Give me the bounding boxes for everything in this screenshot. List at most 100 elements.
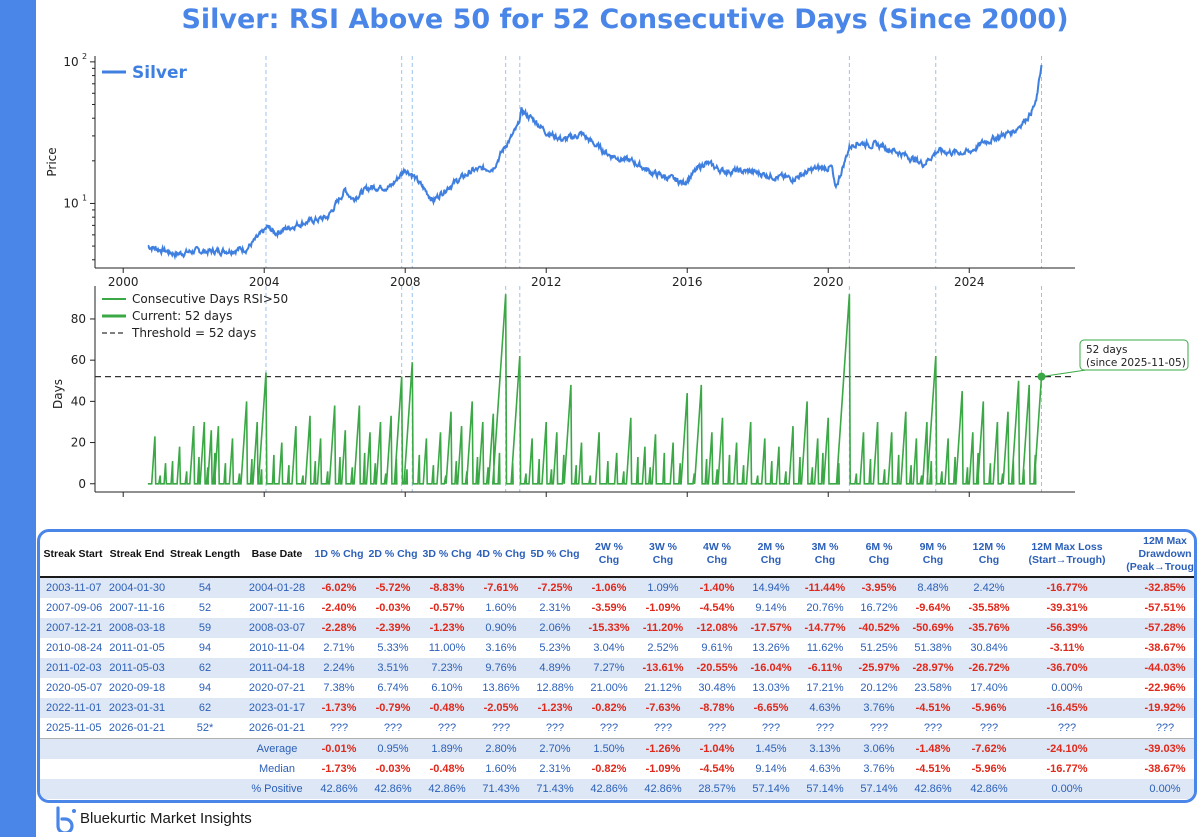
summary-cell: -0.03% bbox=[366, 759, 420, 779]
table-cell: 3.04% bbox=[582, 638, 636, 658]
table-cell: 3.16% bbox=[474, 638, 528, 658]
price-x-tick-label: 2004 bbox=[249, 275, 280, 289]
summary-cell: 42.86% bbox=[636, 779, 690, 799]
table-cell: -5.96% bbox=[960, 698, 1018, 718]
price-y-tick-exponent: 1 bbox=[82, 193, 87, 202]
table-cell: 2007-11-16 bbox=[242, 598, 312, 618]
rsi-y-label: Days bbox=[51, 379, 65, 409]
summary-cell: -0.82% bbox=[582, 759, 636, 779]
rsi-x-tick-label: 2012 bbox=[531, 499, 562, 500]
table-cell: 2.06% bbox=[528, 618, 582, 638]
table-cell: 30.84% bbox=[960, 638, 1018, 658]
table-cell: 2025-11-05 bbox=[40, 718, 106, 739]
empty-cell bbox=[106, 759, 168, 779]
summary-cell: 3.06% bbox=[852, 738, 906, 759]
price-x-tick-label: 2024 bbox=[954, 275, 985, 289]
table-cell: 62 bbox=[168, 698, 242, 718]
legend-silver-label: Silver bbox=[132, 63, 188, 83]
summary-cell: -1.09% bbox=[636, 759, 690, 779]
table-cell: 4.89% bbox=[528, 658, 582, 678]
table-cell: 21.12% bbox=[636, 678, 690, 698]
table-cell: -0.03% bbox=[366, 598, 420, 618]
accent-edge bbox=[36, 0, 40, 837]
column-header: 5D % Chg bbox=[530, 547, 580, 560]
summary-cell: 9.14% bbox=[744, 759, 798, 779]
table-cell: -4.54% bbox=[690, 598, 744, 618]
table-cell: 2026-01-21 bbox=[242, 718, 312, 739]
table-cell: -2.05% bbox=[474, 698, 528, 718]
empty-cell bbox=[168, 738, 242, 759]
table-cell: 17.21% bbox=[798, 678, 852, 698]
table-cell: 2023-01-17 bbox=[242, 698, 312, 718]
table-cell: -14.77% bbox=[798, 618, 852, 638]
table-cell: -2.28% bbox=[312, 618, 366, 638]
summary-cell: 42.86% bbox=[960, 779, 1018, 799]
table-row: 2010-08-24 2011-01-05 94 2010-11-04 2.71% 5.3… bbox=[40, 638, 1194, 658]
table-cell: 59 bbox=[168, 618, 242, 638]
summary-cell: 1.60% bbox=[474, 759, 528, 779]
summary-label: Median bbox=[242, 759, 312, 779]
table-cell: ??? bbox=[798, 718, 852, 739]
table-cell: -38.67% bbox=[1116, 638, 1194, 658]
price-y-ticks: 10 1 10 2 bbox=[63, 52, 95, 261]
price-y-tick-exponent: 2 bbox=[82, 52, 87, 61]
table-cell: 12.88% bbox=[528, 678, 582, 698]
table-cell: -8.78% bbox=[690, 698, 744, 718]
summary-cell: 2.70% bbox=[528, 738, 582, 759]
table-cell: 21.00% bbox=[582, 678, 636, 698]
table-cell: 7.27% bbox=[582, 658, 636, 678]
empty-cell bbox=[40, 759, 106, 779]
table-cell: 2007-11-16 bbox=[106, 598, 168, 618]
consecutive-days-line bbox=[147, 294, 1043, 485]
table-cell: -7.25% bbox=[528, 576, 582, 598]
empty-cell bbox=[168, 779, 242, 799]
empty-cell bbox=[40, 779, 106, 799]
table-cell: ??? bbox=[312, 718, 366, 739]
streak-table: Streak Start Streak End Streak Length Base … bbox=[40, 532, 1194, 799]
table-cell: 2.42% bbox=[960, 576, 1018, 598]
price-y-tick-label: 10 bbox=[63, 55, 78, 69]
summary-cell: 4.63% bbox=[798, 759, 852, 779]
column-header: 1D % Chg bbox=[314, 547, 364, 560]
summary-cell: -0.01% bbox=[312, 738, 366, 759]
summary-cell: -16.77% bbox=[1018, 759, 1116, 779]
table-cell: -1.23% bbox=[420, 618, 474, 638]
summary-cell: 42.86% bbox=[420, 779, 474, 799]
rsi-x-ticks: 2000 2004 2008 2012 2016 2020 2024 bbox=[108, 492, 985, 500]
table-cell: -3.95% bbox=[852, 576, 906, 598]
table-row: 2025-11-05 2026-01-21 52* 2026-01-21???????… bbox=[40, 718, 1194, 739]
table-cell: 13.26% bbox=[744, 638, 798, 658]
column-header: 4W % Chg bbox=[702, 541, 731, 566]
table-cell: 2022-11-01 bbox=[40, 698, 106, 718]
table-cell: 94 bbox=[168, 638, 242, 658]
summary-cell: -1.73% bbox=[312, 759, 366, 779]
page-title: Silver: RSI Above 50 for 52 Consecutive … bbox=[181, 4, 1069, 35]
column-header: 2M % Chg bbox=[757, 541, 785, 566]
empty-cell bbox=[106, 738, 168, 759]
summary-cell: -0.48% bbox=[420, 759, 474, 779]
table-row: 2003-11-07 2004-01-30 54 2004-01-28 -6.02% -5… bbox=[40, 576, 1194, 598]
table-cell: ??? bbox=[474, 718, 528, 739]
table-cell: 16.72% bbox=[852, 598, 906, 618]
annotation-connector bbox=[1041, 369, 1087, 378]
summary-row: Median -1.73% -0.03% -0.48% 1.60% 2.31% -0.82%… bbox=[40, 759, 1194, 779]
table-cell: ??? bbox=[582, 718, 636, 739]
table-cell: -2.39% bbox=[366, 618, 420, 638]
table-cell: -50.69% bbox=[906, 618, 960, 638]
table-cell: 3.51% bbox=[366, 658, 420, 678]
column-header: 12M % Chg bbox=[972, 541, 1006, 566]
summary-cell: 57.14% bbox=[744, 779, 798, 799]
summary-cell: 3.76% bbox=[852, 759, 906, 779]
table-cell: -35.58% bbox=[960, 598, 1018, 618]
table-cell: 7.23% bbox=[420, 658, 474, 678]
table-cell: -25.97% bbox=[852, 658, 906, 678]
legend-rsi-label: Consecutive Days RSI>50 bbox=[132, 292, 288, 306]
table-cell: -11.44% bbox=[798, 576, 852, 598]
table-body: 2003-11-07 2004-01-30 54 2004-01-28 -6.02% -5… bbox=[40, 576, 1194, 799]
silver-price-line bbox=[147, 64, 1043, 261]
table-cell: -57.28% bbox=[1116, 618, 1194, 638]
table-cell: 30.48% bbox=[690, 678, 744, 698]
rsi-y-tick-label: 40 bbox=[71, 394, 86, 408]
table-cell: 9.61% bbox=[690, 638, 744, 658]
summary-cell: 1.45% bbox=[744, 738, 798, 759]
